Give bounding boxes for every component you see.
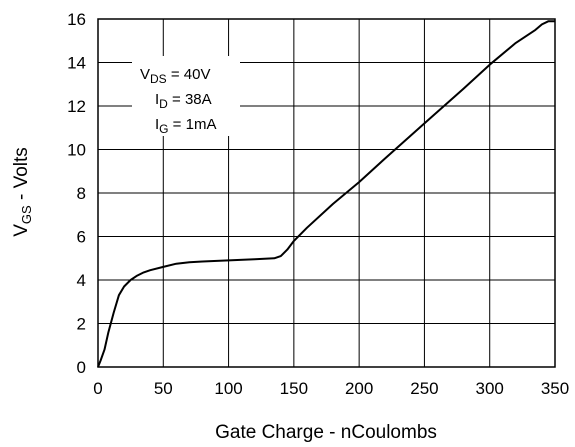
x-tick-label: 100: [214, 379, 242, 398]
y-axis-title: VGS - Volts: [11, 147, 34, 237]
x-tick-label: 0: [93, 379, 102, 398]
y-tick-label: 14: [67, 54, 86, 73]
x-tick-label: 250: [410, 379, 438, 398]
y-tick-labels: 0 2 4 6 8 10 12 14 16: [67, 10, 86, 377]
x-axis-title: Gate Charge - nCoulombs: [215, 422, 437, 443]
plot-frame: [97, 18, 556, 368]
conditions-box: [132, 56, 240, 136]
vgs-curve: [97, 20, 555, 368]
y-tick-label: 2: [77, 315, 86, 334]
x-tick-label: 150: [280, 379, 308, 398]
condition-vds: VDS = 40V: [140, 66, 210, 86]
x-tick-label: 350: [541, 379, 569, 398]
y-tick-label: 10: [67, 141, 86, 160]
y-tick-label: 0: [77, 358, 86, 377]
y-tick-label: 6: [77, 228, 86, 247]
x-tick-label: 50: [154, 379, 173, 398]
x-tick-label: 300: [476, 379, 504, 398]
y-tick-label: 8: [77, 184, 86, 203]
condition-ig: IG = 1mA: [155, 116, 216, 136]
y-tick-label: 12: [67, 97, 86, 116]
y-tick-label: 4: [77, 271, 86, 290]
x-tick-labels: 0 50 100 150 200 250 300 350: [93, 379, 569, 398]
y-tick-label: 16: [67, 10, 86, 29]
condition-id: ID = 38A: [155, 91, 212, 111]
x-tick-label: 200: [345, 379, 373, 398]
